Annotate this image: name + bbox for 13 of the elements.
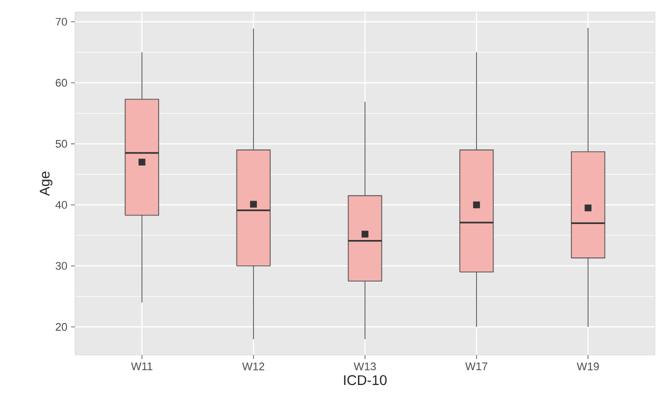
x-axis-title: ICD-10	[344, 375, 387, 386]
x-tick-label: W17	[465, 362, 488, 370]
x-tick-label: W12	[242, 362, 264, 370]
y-tick-label: 70	[56, 18, 68, 26]
x-tick-label: W19	[576, 362, 599, 370]
y-tick-label: 60	[56, 78, 68, 87]
y-axis-title: Age	[40, 172, 52, 196]
x-tick-label: W11	[131, 362, 152, 370]
y-tick-label: 40	[55, 200, 68, 209]
y-tick-label: 20	[56, 323, 68, 331]
y-tick-label: 30	[56, 262, 68, 270]
x-tick-label: W13	[354, 362, 376, 370]
y-tick-label: 50	[56, 140, 68, 148]
